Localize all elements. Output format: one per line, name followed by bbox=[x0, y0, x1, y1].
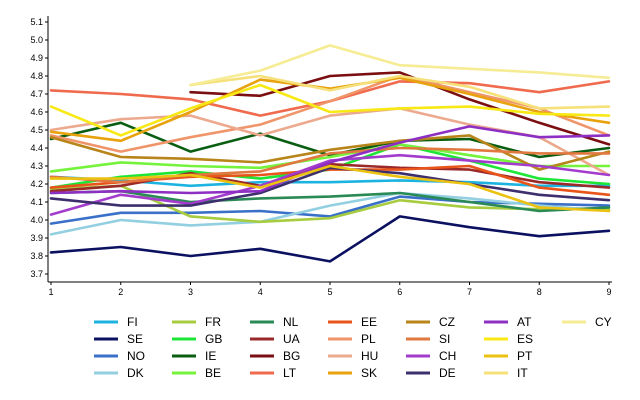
y-tick-label: 4.1 bbox=[30, 197, 43, 207]
series-line-es bbox=[49, 83, 611, 137]
x-tick-label: 3 bbox=[188, 287, 193, 297]
x-tick-label: 4 bbox=[258, 287, 263, 297]
y-tick-label: 4.4 bbox=[30, 143, 43, 153]
y-tick-label: 3.8 bbox=[30, 251, 43, 261]
legend-label-bg: BG bbox=[283, 349, 300, 363]
x-tick-label: 7 bbox=[467, 287, 472, 297]
axes: 3.7 3.8 3.9 4.0 4.1 4.2 4.3 4.4 4.5 4.6 4.7 4.8 4.9 5… bbox=[30, 16, 612, 297]
legend-label-se: SE bbox=[127, 332, 143, 346]
x-tick-label: 5 bbox=[327, 287, 332, 297]
series-line-bg bbox=[189, 71, 611, 146]
x-tick-label: 8 bbox=[537, 287, 542, 297]
legend-label-cz: CZ bbox=[439, 315, 455, 329]
legend-label-si: SI bbox=[439, 332, 450, 346]
legend-label-lt: LT bbox=[283, 366, 297, 380]
legend-label-ee: EE bbox=[361, 315, 377, 329]
legend-label-no: NO bbox=[127, 349, 145, 363]
y-tick-label: 4.3 bbox=[30, 161, 43, 171]
y-tick-label: 4.6 bbox=[30, 107, 43, 117]
legend-label-ua: UA bbox=[283, 332, 300, 346]
legend-label-fr: FR bbox=[205, 315, 221, 329]
series-line-sk bbox=[49, 76, 611, 143]
series-line-dk bbox=[49, 191, 611, 236]
y-tick-label: 4.5 bbox=[30, 125, 43, 135]
legend-label-it: IT bbox=[517, 366, 528, 380]
x-tick-label: 2 bbox=[118, 287, 123, 297]
legend-label-de: DE bbox=[439, 366, 456, 380]
series-line-cz bbox=[49, 134, 611, 171]
series-line-it bbox=[189, 74, 611, 110]
series-lines bbox=[49, 44, 611, 263]
legend-label-at: AT bbox=[517, 315, 532, 329]
y-tick-label: 4.8 bbox=[30, 71, 43, 81]
legend-label-gb: GB bbox=[205, 332, 222, 346]
y-tick-label: 5.1 bbox=[30, 17, 43, 27]
y-tick-label: 4.9 bbox=[30, 53, 43, 63]
y-tick-label: 4.0 bbox=[30, 215, 43, 225]
x-tick-label: 9 bbox=[606, 287, 611, 297]
y-tick-label: 5.0 bbox=[30, 35, 43, 45]
y-tick-label: 4.2 bbox=[30, 179, 43, 189]
series-line-pl bbox=[49, 74, 611, 153]
legend-label-dk: DK bbox=[127, 366, 144, 380]
y-tick-label: 3.9 bbox=[30, 233, 43, 243]
x-tick-label: 1 bbox=[48, 287, 53, 297]
series-line-de bbox=[49, 166, 611, 207]
y-tick-label: 3.7 bbox=[30, 269, 43, 279]
series-line-be bbox=[49, 143, 611, 173]
legend-label-ch: CH bbox=[439, 349, 456, 363]
series-line-si bbox=[49, 146, 611, 184]
series-line-nl bbox=[49, 189, 611, 213]
legend-label-hu: HU bbox=[361, 349, 378, 363]
legend-label-pl: PL bbox=[361, 332, 376, 346]
legend-label-sk: SK bbox=[361, 366, 377, 380]
series-line-cy bbox=[189, 44, 611, 87]
legend-label-es: ES bbox=[517, 332, 533, 346]
series-line-pt bbox=[49, 164, 611, 213]
legend-label-fi: FI bbox=[127, 315, 138, 329]
y-tick-label: 4.7 bbox=[30, 89, 43, 99]
legend-label-nl: NL bbox=[283, 315, 299, 329]
legend: FI SE NO DK FR GB IE BE NL UA BG LT EE PL HU SK CZ SI CH DE… bbox=[94, 315, 612, 380]
legend-label-be: BE bbox=[205, 366, 221, 380]
series-line-se bbox=[49, 215, 611, 263]
legend-label-ie: IE bbox=[205, 349, 216, 363]
series-line-ch bbox=[49, 153, 611, 216]
legend-label-cy: CY bbox=[595, 315, 612, 329]
series-line-at bbox=[49, 125, 611, 195]
legend-label-pt: PT bbox=[517, 349, 533, 363]
series-line-lt bbox=[49, 80, 611, 117]
x-tick-label: 6 bbox=[397, 287, 402, 297]
